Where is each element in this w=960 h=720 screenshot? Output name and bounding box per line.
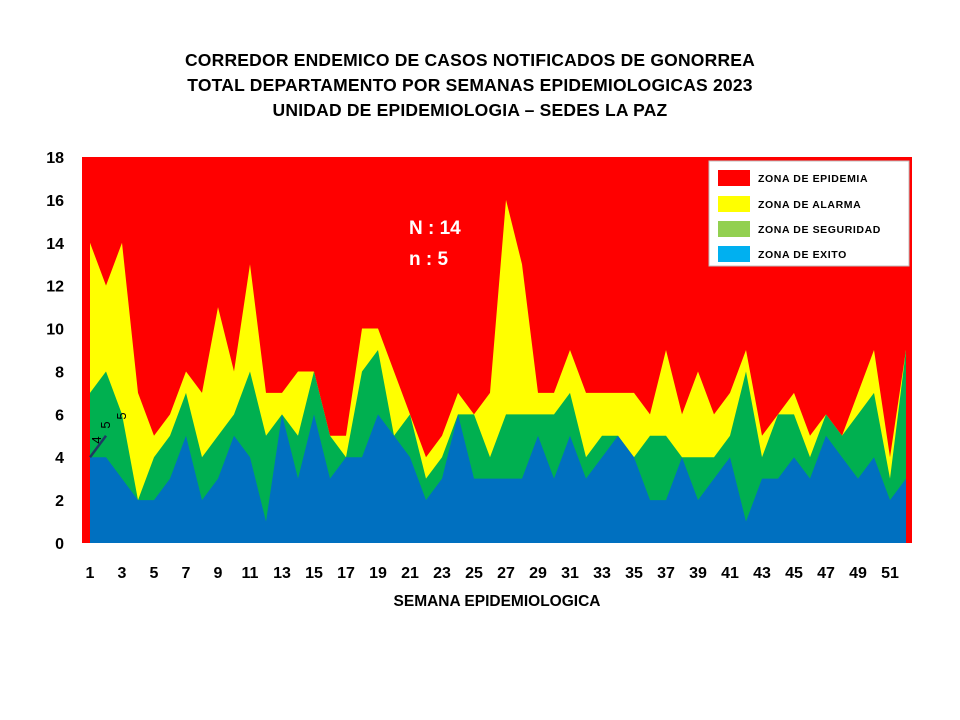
x-tick-label: 1 — [86, 565, 95, 582]
y-tick-label: 14 — [46, 236, 64, 253]
legend-swatch — [718, 221, 750, 237]
x-tick-label: 17 — [337, 565, 355, 582]
x-tick-label: 15 — [305, 565, 323, 582]
y-tick-label: 16 — [46, 193, 64, 210]
legend: ZONA DE EPIDEMIA ZONA DE ALARMA ZONA DE SE… — [708, 160, 910, 267]
y-tick-label: 8 — [55, 364, 64, 381]
x-tick-label: 37 — [657, 565, 675, 582]
title-line-2: TOTAL DEPARTAMENTO POR SEMANAS EPIDEMIOL… — [187, 75, 753, 95]
x-tick-label: 47 — [817, 565, 835, 582]
chart-title: CORREDOR ENDEMICO DE CASOS NOTIFICADOS D… — [0, 48, 940, 123]
current-cases-point-label: 4 — [89, 436, 104, 443]
x-tick-label: 33 — [593, 565, 611, 582]
x-tick-label: 39 — [689, 565, 707, 582]
y-tick-label: 10 — [46, 322, 64, 339]
x-tick-label: 13 — [273, 565, 291, 582]
title-line-3: UNIDAD DE EPIDEMIOLOGIA – SEDES LA PAZ — [272, 100, 668, 120]
x-tick-label: 11 — [242, 565, 259, 582]
x-tick-label: 9 — [214, 565, 223, 582]
x-tick-label: 29 — [529, 565, 547, 582]
y-tick-label: 4 — [55, 450, 64, 467]
y-tick-label: 18 — [46, 150, 64, 167]
legend-entry: ZONA DE ALARMA — [758, 199, 861, 211]
x-tick-label: 41 — [721, 565, 739, 582]
x-axis-label: SEMANA EPIDEMIOLOGICA — [394, 593, 601, 610]
x-axis: 1 3 5 7 9 11 13 15 17 19 21 23 25 27 29 31 33 35 37 39 41 43 4… — [86, 565, 899, 582]
x-tick-label: 19 — [369, 565, 387, 582]
x-tick-label: 43 — [753, 565, 771, 582]
y-tick-label: 2 — [55, 493, 64, 510]
legend-swatch — [718, 246, 750, 262]
title-line-1: CORREDOR ENDEMICO DE CASOS NOTIFICADOS D… — [184, 50, 756, 70]
x-tick-label: 3 — [118, 565, 127, 582]
x-tick-label: 5 — [150, 565, 159, 582]
y-tick-label: 12 — [46, 279, 64, 296]
y-axis: 0 2 4 6 8 10 12 14 16 18 — [46, 150, 64, 553]
x-tick-label: 25 — [465, 565, 483, 582]
annotation-N: N : 14 — [409, 218, 461, 239]
current-cases-point-label: 5 — [114, 412, 129, 419]
x-tick-label: 45 — [785, 565, 803, 582]
legend-entry: ZONA DE EXITO — [758, 249, 847, 261]
legend-swatch — [718, 196, 750, 212]
legend-swatch — [718, 170, 750, 186]
legend-entry: ZONA DE SEGURIDAD — [758, 224, 881, 236]
y-tick-label: 6 — [55, 407, 64, 424]
x-tick-label: 51 — [881, 565, 899, 582]
x-tick-label: 27 — [497, 565, 515, 582]
x-tick-label: 7 — [182, 565, 191, 582]
x-tick-label: 49 — [849, 565, 867, 582]
x-tick-label: 35 — [625, 565, 643, 582]
plot-area: 4 55 — [82, 157, 912, 543]
x-tick-label: 23 — [433, 565, 451, 582]
annotation-n: n : 5 — [409, 249, 448, 270]
x-tick-label: 31 — [561, 565, 579, 582]
zona-exito-area — [90, 414, 906, 543]
current-cases-point-label: 5 — [98, 421, 113, 428]
x-tick-label: 21 — [401, 565, 419, 582]
legend-entry: ZONA DE EPIDEMIA — [758, 173, 868, 185]
current-cases-line — [88, 435, 108, 458]
y-tick-label: 0 — [55, 536, 64, 553]
